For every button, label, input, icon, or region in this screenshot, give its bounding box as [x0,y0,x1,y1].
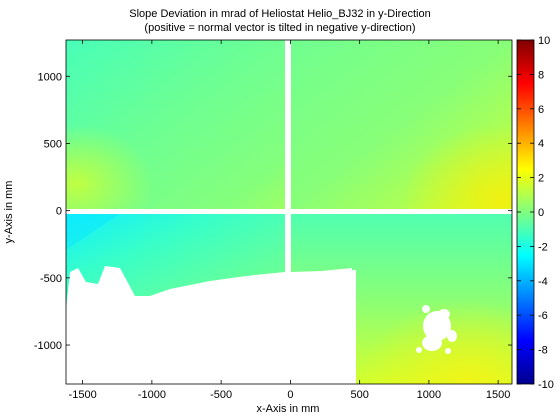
x-tick-label: -1000 [138,389,166,401]
missing-region-lower-left [66,268,356,384]
x-tick-label: 0 [287,389,293,401]
x-tick-label: 1000 [417,389,441,401]
facet-lower-left-edge [66,214,120,250]
colorbar-tick-label: -8 [538,345,548,357]
colorbar-tick-label: 0 [538,207,544,219]
colorbar-ticks: 10 8 6 4 2 0 -2 -4 -6 -8 -10 [517,35,554,391]
facet-lower-left [66,214,285,310]
x-axis: -1500 -1000 -500 0 500 1000 1500 [69,40,510,401]
x-axis-label: x-Axis in mm [257,403,320,415]
x-tick-label: 1500 [486,389,510,401]
plot-frame [65,39,513,385]
colorbar-tick-label: -10 [538,379,554,391]
colorbar: 10 8 6 4 2 0 -2 -4 -6 -8 -10 [516,35,554,391]
x-tick-label: -1500 [69,389,97,401]
y-tick-label: -1000 [34,340,62,352]
y-tick-label: 0 [56,206,62,218]
colorbar-tick-label: -4 [538,276,548,288]
plot-area [66,40,512,384]
y-tick-label: 500 [44,138,62,150]
missing-spots-lower-right [416,305,457,354]
y-tick-label: 1000 [38,71,62,83]
x-tick-label: 500 [350,389,368,401]
colorbar-tick-label: 8 [538,69,544,81]
chart-title: Slope Deviation in mrad of Heliostat Hel… [129,8,430,20]
colorbar-tick-label: 6 [538,104,544,116]
y-axis-label: y-Axis in mm [3,181,15,244]
x-tick-label: -500 [210,389,232,401]
colorbar-tick-label: 4 [538,138,544,150]
facet-gap-horizontal [66,209,512,214]
y-axis: -1000 -500 0 500 1000 [34,71,512,352]
colorbar-tick-label: 10 [538,35,550,47]
chart-subtitle: (positive = normal vector is tilted in n… [144,22,415,34]
colorbar-tick-label: 2 [538,173,544,185]
colorbar-tick-label: -6 [538,310,548,322]
facet-lower-right-warm [291,214,512,384]
colorbar-tick-label: -2 [538,241,548,253]
facet-upper-right-warm [291,40,512,209]
y-tick-label: -500 [40,273,62,285]
facet-upper-left-warm [66,40,285,209]
